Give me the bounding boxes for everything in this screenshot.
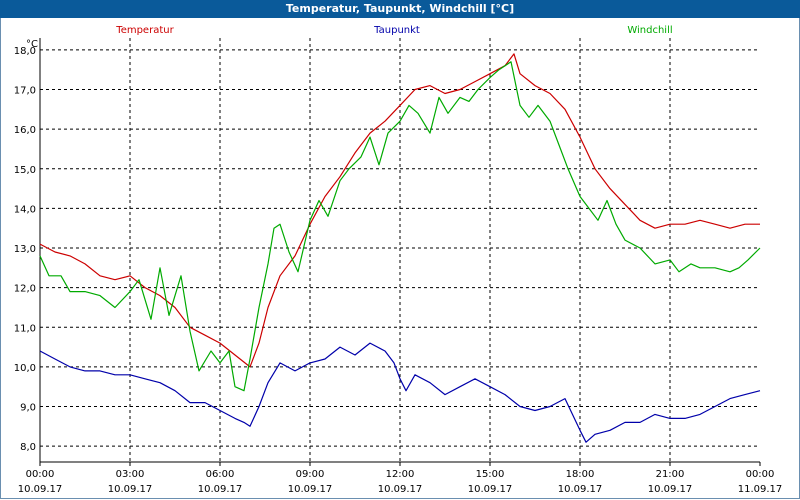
- y-tick-label: 11,0: [14, 323, 36, 334]
- x-tick-time: 09:00: [296, 469, 325, 480]
- x-tick-time: 18:00: [566, 469, 595, 480]
- series-line-temperatur: [39, 53, 760, 368]
- x-tick-date: 10.09.17: [468, 484, 513, 495]
- legend-taupunkt: Taupunkt: [373, 25, 420, 36]
- x-tick-date: 10.09.17: [108, 484, 153, 495]
- x-tick-date: 10.09.17: [18, 484, 63, 495]
- y-tick-label: 8,0: [20, 442, 36, 453]
- y-tick-label: 12,0: [14, 284, 36, 295]
- x-tick-time: 06:00: [206, 469, 235, 480]
- legend-windchill: Windchill: [627, 25, 672, 36]
- x-tick-date: 10.09.17: [558, 484, 603, 495]
- series-line-windchill: [39, 61, 761, 392]
- x-tick-time: 00:00: [746, 469, 775, 480]
- x-tick-time: 15:00: [476, 469, 505, 480]
- y-tick-label: 9,0: [20, 403, 36, 414]
- series-line-taupunkt: [39, 342, 761, 443]
- y-tick-label: 15,0: [14, 165, 36, 176]
- x-tick-time: 21:00: [656, 469, 685, 480]
- x-tick-time: 00:00: [26, 469, 55, 480]
- y-tick-label: 18,0: [14, 46, 36, 57]
- x-tick-date: 11.09.17: [738, 484, 783, 495]
- chart-title: Temperatur, Taupunkt, Windchill [°C]: [0, 0, 800, 18]
- x-tick-time: 12:00: [386, 469, 415, 480]
- x-tick-time: 03:00: [116, 469, 145, 480]
- x-tick-date: 10.09.17: [378, 484, 423, 495]
- y-tick-label: 17,0: [14, 86, 36, 97]
- y-tick-label: 10,0: [14, 363, 36, 374]
- x-tick-date: 10.09.17: [198, 484, 243, 495]
- x-tick-date: 10.09.17: [648, 484, 693, 495]
- y-tick-label: 14,0: [14, 204, 36, 215]
- x-tick-date: 10.09.17: [288, 484, 333, 495]
- y-axis-unit: °C: [26, 39, 38, 50]
- legend-temperatur: Temperatur: [115, 25, 174, 36]
- y-tick-label: 13,0: [14, 244, 36, 255]
- y-tick-label: 16,0: [14, 125, 36, 136]
